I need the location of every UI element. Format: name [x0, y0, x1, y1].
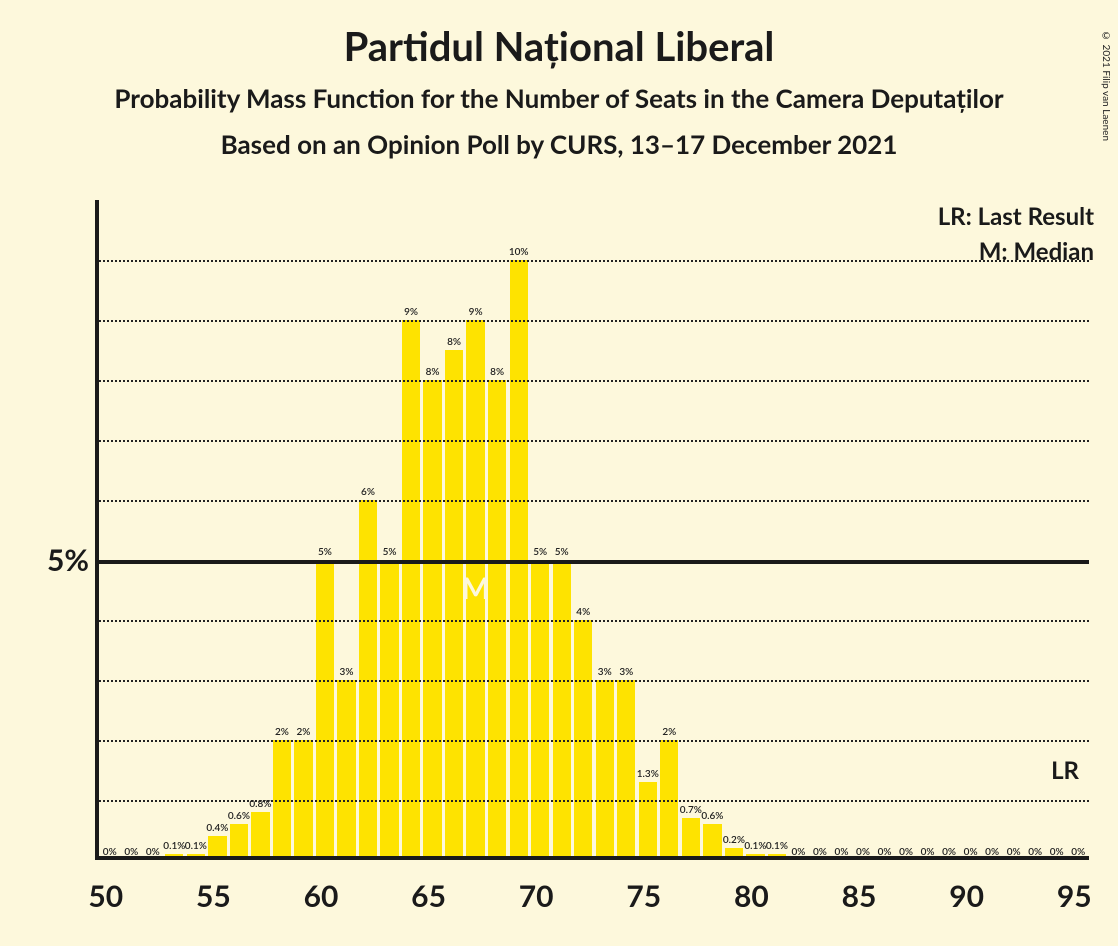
bar-value-label: 8% — [447, 336, 461, 348]
bar — [316, 560, 334, 860]
x-tick-label: 90 — [949, 878, 984, 914]
bar — [682, 818, 700, 860]
bar — [703, 824, 721, 860]
bar-value-label: 8% — [490, 366, 504, 378]
bar-value-label: 3% — [340, 666, 354, 678]
bar-value-label: 0.1% — [185, 840, 207, 852]
bar-value-label: 3% — [598, 666, 612, 678]
gridline — [99, 740, 1089, 742]
bar — [402, 320, 420, 860]
bar-value-label: 9% — [469, 306, 483, 318]
bar — [531, 560, 549, 860]
copyright-text: © 2021 Filip van Laenen — [1100, 30, 1112, 141]
gridline — [99, 380, 1089, 382]
gridline — [99, 500, 1089, 502]
bar-value-label: 5% — [533, 546, 547, 558]
chart-area: 0%0%0%0.1%0.1%0.4%0.6%0.8%2%2%5%3%6%5%9%… — [95, 200, 1085, 860]
bar-value-label: 0.1% — [766, 840, 788, 852]
bar-series: 0%0%0%0.1%0.1%0.4%0.6%0.8%2%2%5%3%6%5%9%… — [99, 200, 1089, 860]
bar-value-label: 9% — [404, 306, 418, 318]
x-tick-label: 80 — [734, 878, 769, 914]
gridline — [99, 320, 1089, 322]
bar — [617, 680, 635, 860]
bar — [596, 680, 614, 860]
bar-value-label: 3% — [619, 666, 633, 678]
bar-value-label: 10% — [509, 246, 529, 258]
x-tick-label: 75 — [626, 878, 661, 914]
x-tick-label: 65 — [411, 878, 446, 914]
bar-value-label: 1.3% — [637, 768, 659, 780]
gridline — [99, 560, 1089, 564]
bar — [639, 782, 657, 860]
x-tick-label: 60 — [304, 878, 339, 914]
gridline — [99, 440, 1089, 442]
gridline — [99, 800, 1089, 802]
chart-subtitle-2: Based on an Opinion Poll by CURS, 13–17 … — [0, 128, 1118, 160]
chart-subtitle-1: Probability Mass Function for the Number… — [0, 82, 1118, 114]
bar — [380, 560, 398, 860]
bar-value-label: 4% — [576, 606, 590, 618]
bar — [466, 320, 484, 860]
bar — [230, 824, 248, 860]
gridline — [99, 620, 1089, 622]
bar-value-label: 8% — [426, 366, 440, 378]
y-axis-label: 5% — [29, 542, 89, 578]
bar-value-label: 6% — [361, 486, 375, 498]
bar-value-label: 0.1% — [163, 840, 185, 852]
bar-value-label: 0.7% — [680, 804, 702, 816]
bar-value-label: 5% — [383, 546, 397, 558]
bar — [445, 350, 463, 860]
x-tick-label: 50 — [88, 878, 123, 914]
chart-title: Partidul Național Liberal — [0, 22, 1118, 70]
bar-value-label: 2% — [662, 726, 676, 738]
bar-value-label: 0.4% — [206, 822, 228, 834]
x-axis-ticks: 50556065707580859095 — [95, 868, 1085, 928]
x-axis-line — [99, 856, 1089, 860]
x-tick-label: 95 — [1057, 878, 1092, 914]
bar-value-label: 2% — [275, 726, 289, 738]
bar-value-label: 2% — [296, 726, 310, 738]
gridline — [99, 260, 1089, 262]
bar — [251, 812, 269, 860]
bar-value-label: 0.1% — [744, 840, 766, 852]
plot-region: 0%0%0%0.1%0.1%0.4%0.6%0.8%2%2%5%3%6%5%9%… — [95, 200, 1085, 860]
bar-value-label: 0.2% — [723, 834, 745, 846]
bar-value-label: 0.6% — [228, 810, 250, 822]
x-tick-label: 70 — [519, 878, 554, 914]
x-tick-label: 85 — [842, 878, 877, 914]
gridline — [99, 680, 1089, 682]
x-tick-label: 55 — [196, 878, 231, 914]
bar-value-label: 5% — [555, 546, 569, 558]
bar-value-label: 5% — [318, 546, 332, 558]
bar-value-label: 0.6% — [701, 810, 723, 822]
bar — [337, 680, 355, 860]
last-result-marker: LR — [1051, 756, 1079, 785]
bar — [553, 560, 571, 860]
